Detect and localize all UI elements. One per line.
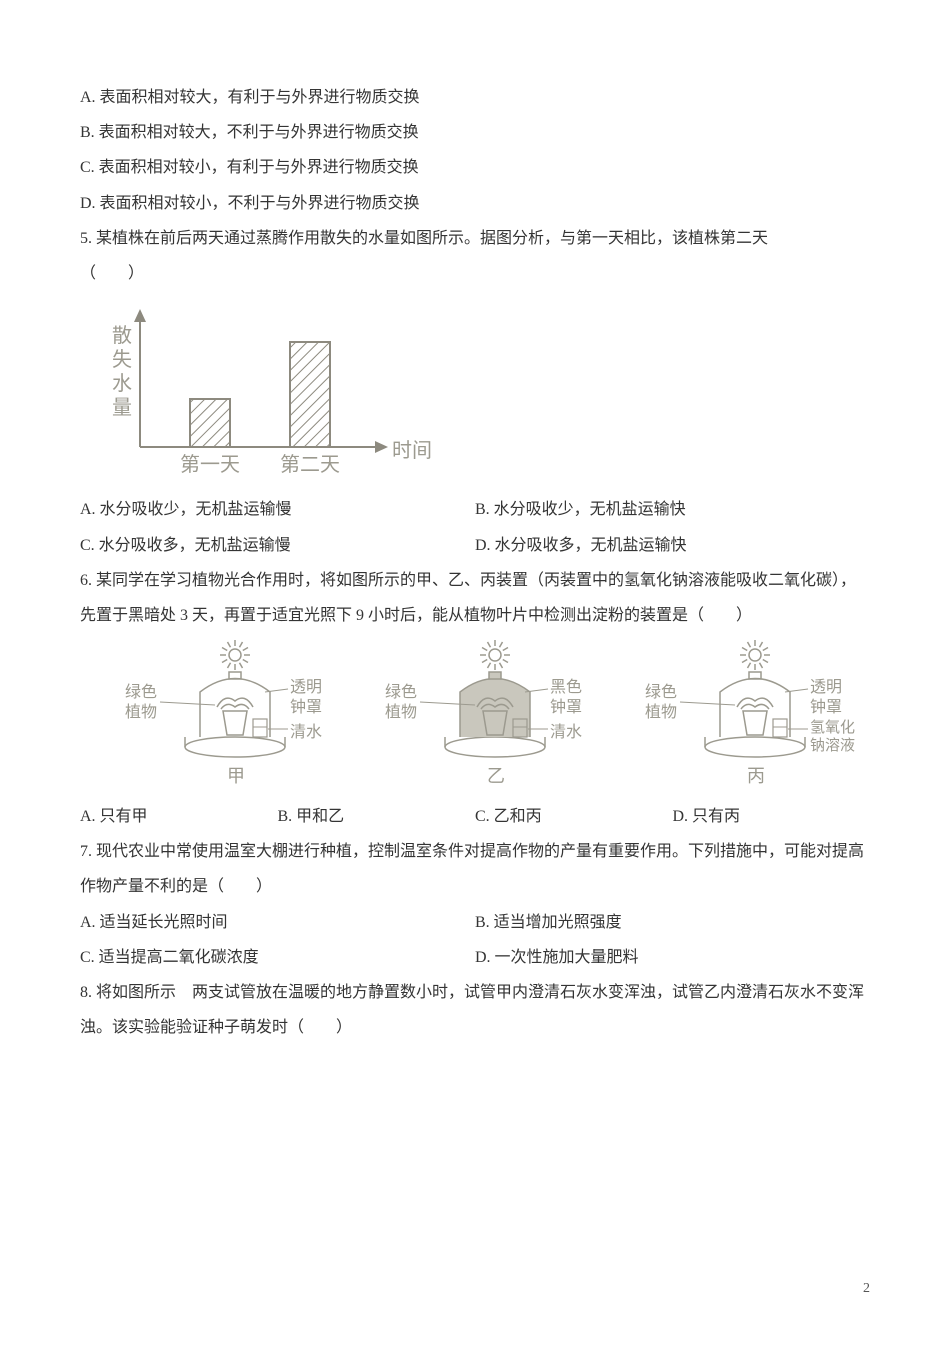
q5-option-c: C. 水分吸收多，无机盐运输慢 bbox=[80, 528, 475, 563]
q5-option-d: D. 水分吸收多，无机盐运输快 bbox=[475, 528, 870, 563]
q6-setups: 绿色植物 透明钟罩清水甲 绿色植物 黑色钟罩清水乙 绿色植物 透明钟罩氢氧化钠溶液丙 bbox=[80, 633, 870, 799]
q4-option-b: B. 表面积相对较大，不利于与外界进行物质交换 bbox=[80, 115, 870, 150]
svg-text:失: 失 bbox=[112, 348, 132, 371]
svg-text:时间: 时间 bbox=[392, 439, 432, 462]
svg-text:丙: 丙 bbox=[747, 766, 765, 786]
svg-text:第一天: 第一天 bbox=[180, 453, 240, 476]
svg-text:绿色: 绿色 bbox=[385, 683, 417, 701]
q7-stem: 7. 现代农业中常使用温室大棚进行种植，控制温室条件对提高作物的产量有重要作用。… bbox=[80, 834, 870, 904]
page-number: 2 bbox=[863, 1274, 870, 1305]
q7-options: A. 适当延长光照时间 B. 适当增加光照强度 C. 适当提高二氧化碳浓度 D.… bbox=[80, 905, 870, 975]
q6-option-d: D. 只有丙 bbox=[673, 799, 871, 834]
svg-text:植物: 植物 bbox=[645, 703, 677, 721]
svg-text:散: 散 bbox=[112, 324, 132, 347]
svg-text:乙: 乙 bbox=[487, 766, 505, 786]
svg-text:水: 水 bbox=[112, 372, 132, 395]
q4-option-a: A. 表面积相对较大，有利于与外界进行物质交换 bbox=[80, 80, 870, 115]
svg-text:透明: 透明 bbox=[810, 678, 842, 696]
svg-text:清水: 清水 bbox=[290, 723, 322, 741]
q8-stem: 8. 将如图所示 两支试管放在温暖的地方静置数小时，试管甲内澄清石灰水变浑浊，试… bbox=[80, 975, 870, 1045]
q6-option-a: A. 只有甲 bbox=[80, 799, 278, 834]
q7-option-b: B. 适当增加光照强度 bbox=[475, 905, 870, 940]
svg-text:氢氧化: 氢氧化 bbox=[810, 719, 855, 736]
q5-stem: 5. 某植株在前后两天通过蒸腾作用散失的水量如图所示。据图分析，与第一天相比，该… bbox=[80, 221, 870, 256]
q7-option-a: A. 适当延长光照时间 bbox=[80, 905, 475, 940]
q5-blank: （ ） bbox=[80, 256, 870, 291]
q6-stem: 6. 某同学在学习植物光合作用时，将如图所示的甲、乙、丙装置（丙装置中的氢氧化钠… bbox=[80, 563, 870, 633]
q4-option-c: C. 表面积相对较小，有利于与外界进行物质交换 bbox=[80, 150, 870, 185]
q6-option-c: C. 乙和丙 bbox=[475, 799, 673, 834]
svg-text:绿色: 绿色 bbox=[645, 683, 677, 701]
svg-text:第二天: 第二天 bbox=[280, 453, 340, 476]
q5-option-b: B. 水分吸收少，无机盐运输快 bbox=[475, 492, 870, 527]
q6-options: A. 只有甲 B. 甲和乙 C. 乙和丙 D. 只有丙 bbox=[80, 799, 870, 834]
svg-text:植物: 植物 bbox=[125, 703, 157, 721]
svg-text:绿色: 绿色 bbox=[125, 683, 157, 701]
svg-text:量: 量 bbox=[112, 397, 132, 419]
q4-option-d: D. 表面积相对较小，不利于与外界进行物质交换 bbox=[80, 186, 870, 221]
svg-text:透明: 透明 bbox=[290, 678, 322, 696]
q5-options: A. 水分吸收少，无机盐运输慢 B. 水分吸收少，无机盐运输快 C. 水分吸收多… bbox=[80, 492, 870, 562]
svg-text:甲: 甲 bbox=[227, 766, 245, 786]
q5-option-a: A. 水分吸收少，无机盐运输慢 bbox=[80, 492, 475, 527]
svg-text:植物: 植物 bbox=[385, 703, 417, 721]
q6-option-b: B. 甲和乙 bbox=[278, 799, 476, 834]
q5-bar-chart: 散失水量第一天 第二天 时间 bbox=[80, 297, 870, 490]
svg-text:黑色: 黑色 bbox=[550, 678, 582, 696]
svg-text:钟罩: 钟罩 bbox=[290, 698, 322, 716]
svg-text:钟罩: 钟罩 bbox=[550, 698, 582, 716]
q7-option-d: D. 一次性施加大量肥料 bbox=[475, 940, 870, 975]
svg-text:钟罩: 钟罩 bbox=[810, 698, 842, 716]
svg-text:钠溶液: 钠溶液 bbox=[810, 737, 855, 754]
q7-option-c: C. 适当提高二氧化碳浓度 bbox=[80, 940, 475, 975]
exam-page: A. 表面积相对较大，有利于与外界进行物质交换 B. 表面积相对较大，不利于与外… bbox=[0, 0, 950, 1345]
svg-text:清水: 清水 bbox=[550, 723, 582, 741]
